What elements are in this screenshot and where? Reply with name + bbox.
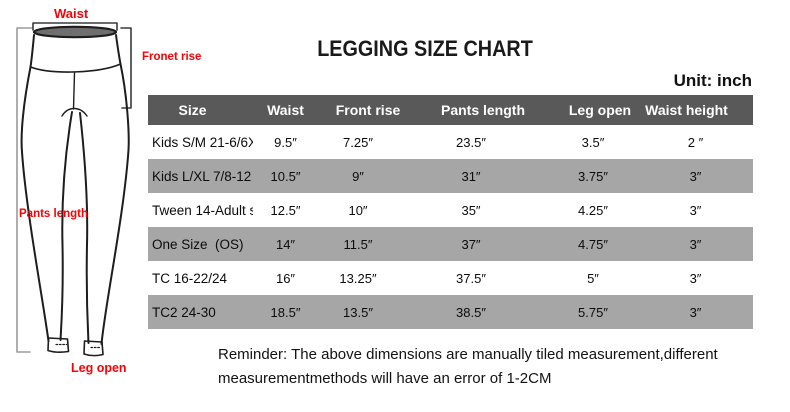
- front-rise-cell: 13.5″: [343, 304, 373, 320]
- table-header-row: Size Waist Front rise Pants length Leg o…: [148, 95, 753, 125]
- unit-label: Unit: inch: [673, 71, 752, 90]
- size-cell: Kids L/XL 7/8-12: [152, 168, 252, 184]
- waist-cell: 10.5″: [270, 168, 301, 184]
- front-rise-cell: 10″: [348, 202, 368, 218]
- pants-length-cell: 35″: [461, 202, 481, 218]
- size-cell: TC2 24-30: [152, 304, 216, 320]
- leg-open-cell: 3.75″: [578, 168, 608, 184]
- waist-height-cell: 3″: [689, 168, 702, 184]
- table-row: Tween 14-Adult size 2 12.5″ 10″ 35″ 4.25…: [148, 193, 753, 227]
- front-rise-cell: 7.25″: [343, 134, 373, 150]
- pants-length-cell: 37″: [461, 236, 481, 252]
- leggings-diagram: Waist Fronet rise Pants length Leg open: [0, 0, 202, 412]
- reminder-line-2: measurementmethods will have an error of…: [218, 370, 552, 387]
- leg-open-cell: 5.75″: [578, 304, 608, 320]
- size-cell: Kids S/M 21-6/6X: [152, 134, 253, 150]
- leggings-illustration: [16, 22, 132, 357]
- diagram-label-pants-length: Pants length: [19, 208, 89, 220]
- table-row: One Size (OS) 4-14 14″ 11.5″ 37″ 4.75″ 3…: [148, 227, 753, 261]
- header-cell-waist: Waist: [253, 95, 318, 125]
- leg-open-cell: 4.25″: [578, 202, 608, 218]
- pants-length-cell: 31″: [461, 168, 481, 184]
- pants-length-cell: 37.5″: [456, 270, 486, 286]
- diagram-label-leg-open: Leg open: [71, 361, 127, 375]
- waist-height-cell: 3″: [689, 202, 702, 218]
- table-row: Kids L/XL 7/8-12 10.5″ 9″ 31″ 3.75″ 3″: [148, 159, 753, 193]
- page-title: LEGGING SIZE CHART: [317, 36, 533, 61]
- header-cell-front-rise: Front rise: [318, 95, 418, 125]
- waist-height-cell: 3″: [689, 270, 702, 286]
- waist-cell: 18.5″: [270, 304, 301, 320]
- leggings-outline: [20, 25, 130, 345]
- waist-cell: 9.5″: [274, 134, 297, 150]
- table-row: TC 16-22/24 16″ 13.25″ 37.5″ 5″ 3″: [148, 261, 753, 295]
- leg-open-cell: 3.5″: [581, 134, 605, 150]
- measurement-lines: [16, 22, 132, 353]
- waist-cell: 16″: [275, 270, 296, 286]
- table-row: TC2 24-30 18.5″ 13.5″ 38.5″ 5.75″ 3″: [148, 295, 753, 329]
- size-cell: TC 16-22/24: [152, 270, 228, 286]
- waist-cell: 12.5″: [270, 202, 301, 218]
- leg-open-cell: 5″: [587, 270, 599, 286]
- size-table: Size Waist Front rise Pants length Leg o…: [148, 95, 753, 329]
- table-row: Kids S/M 21-6/6X 9.5″ 7.25″ 23.5″ 3.5″ 2…: [148, 125, 753, 159]
- size-cell: Tween 14-Adult size 2: [152, 202, 253, 218]
- pants-length-cell: 38.5″: [456, 304, 486, 320]
- header-cell-leg-open: Leg open: [548, 95, 638, 125]
- front-rise-cell: 11.5″: [343, 236, 373, 252]
- leg-cuffs: [47, 337, 104, 357]
- size-cell: One Size (OS) 4-14: [152, 236, 244, 252]
- waist-height-cell: 3″: [689, 236, 702, 252]
- diagram-label-front-rise: Fronet rise: [142, 51, 202, 63]
- header-cell-waist-height: Waist height: [638, 95, 753, 125]
- leg-open-cell: 4.75″: [578, 236, 608, 252]
- front-rise-cell: 9″: [352, 168, 364, 184]
- reminder-text: Reminder: The above dimensions are manua…: [218, 343, 718, 391]
- pants-length-cell: 23.5″: [456, 134, 486, 150]
- waist-height-cell: 2 ″: [687, 134, 704, 150]
- waist-cell: 14″: [275, 236, 296, 252]
- header-cell-size: Size: [148, 95, 253, 125]
- header-cell-pants-length: Pants length: [418, 95, 548, 125]
- waist-height-cell: 3″: [689, 304, 702, 320]
- reminder-line-1: Reminder: The above dimensions are manua…: [218, 346, 718, 363]
- diagram-label-waist: Waist: [54, 6, 89, 21]
- front-rise-cell: 13.25″: [339, 270, 377, 286]
